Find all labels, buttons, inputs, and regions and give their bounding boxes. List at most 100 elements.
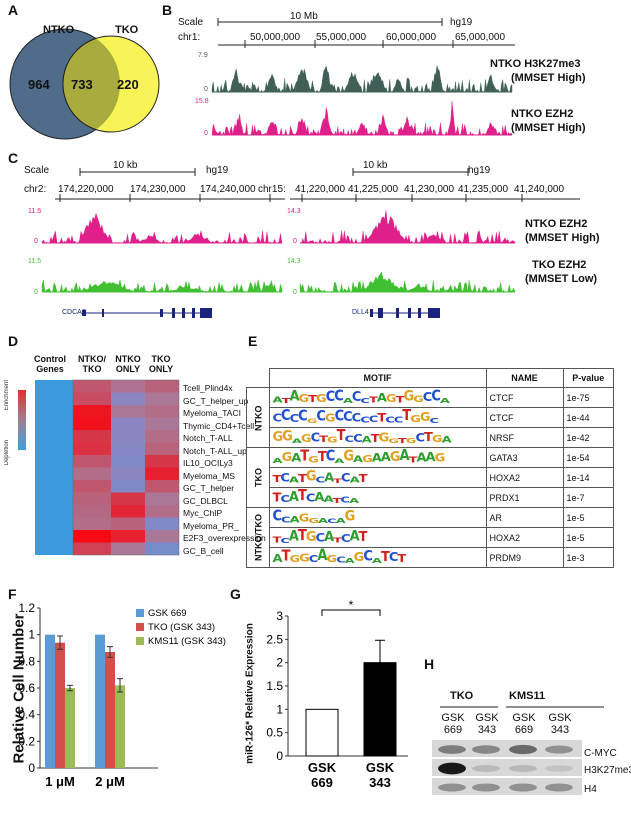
heatmap-cell [145, 467, 179, 480]
chart-g-xtick-label: 669 [311, 775, 333, 790]
heatmap-col-ntko-only: NTKO ONLY [115, 354, 141, 374]
motif-logo: TCATGCATCAT [272, 527, 368, 545]
signal-area [41, 279, 283, 293]
heatmap-cell [111, 530, 145, 543]
chart-g-bar [363, 662, 397, 757]
motif-pvalue: 1e-54 [562, 447, 614, 468]
heatmap-cell [111, 392, 145, 405]
motif-name: CTCF [485, 387, 564, 408]
track-c-right-pos-2: 41,225,000 [348, 184, 399, 195]
motif-pvalue: 1e-14 [562, 467, 614, 488]
heatmap-cell [145, 480, 179, 493]
track-c-left-ezh2-tko [41, 279, 283, 293]
track-c-right-ezh2-tko [299, 271, 516, 293]
track-c-right-chrom: chr15: [258, 184, 286, 195]
chart-g-significance-bracket [321, 609, 381, 616]
heatmap-cell [111, 405, 145, 418]
heatmap-cell [111, 430, 145, 443]
heatmap-cell [35, 417, 73, 430]
heatmap-cell [145, 455, 179, 468]
track-b-scale-bar [217, 18, 515, 48]
motif-pvalue: 1e-42 [562, 427, 614, 448]
motif-pvalue: 1e-5 [562, 507, 614, 528]
motif-group-ntko-tko: NTKO/TKO [246, 507, 269, 568]
panel-label-d: D [8, 333, 19, 349]
chart-g-ytick-label: 3 [276, 609, 283, 623]
track-b-h3k27-sub: (MMSET High) [511, 72, 586, 84]
signal-area [41, 212, 283, 244]
heatmap-cell [35, 492, 73, 505]
motif-pvalue: 1e-7 [562, 487, 614, 508]
track-c-right-top-max: 14.3 [287, 208, 301, 215]
track-c-left-top-zero: 0 [34, 238, 38, 245]
chart-f-ytick-label: 0.2 [18, 734, 35, 748]
blot-band [545, 745, 573, 754]
motif-pvalue: 1e-3 [562, 547, 614, 568]
heatmap-cell [73, 430, 111, 443]
motif-name: HOXA2 [485, 467, 564, 488]
heatmap-row-label: E2F3_overexpression [183, 533, 266, 543]
heatmap-cell [73, 530, 111, 543]
track-c-right-bot-zero: 0 [293, 289, 297, 296]
venn-diagram [9, 28, 160, 140]
chart-f-ylabel: Relative Cell Number [10, 613, 28, 764]
heatmap-cell [111, 417, 145, 430]
heatmap-cell [35, 380, 73, 393]
chart-f-ytick-label: 1 [28, 628, 35, 642]
track-b-pos-1: 50,000,000 [250, 32, 301, 43]
chart-f-legend-label: GSK 669 [148, 608, 187, 619]
gene-model-cdca7 [82, 308, 212, 318]
heatmap-cell [35, 392, 73, 405]
heatmap-cell [111, 542, 145, 555]
blot-lane-3: GSK 669 [512, 712, 536, 736]
blot-band [438, 762, 466, 775]
heatmap-cell [111, 380, 145, 393]
heatmap-col-ntko-tko: NTKO/ TKO [78, 354, 106, 374]
heatmap-cell [145, 442, 179, 455]
track-c-right-bot-max: 14.3 [287, 258, 301, 265]
heatmap-cell [73, 480, 111, 493]
heatmap-cell [111, 467, 145, 480]
heatmap-cell [145, 380, 179, 393]
motif-logo: ATAGTGCCACCTAGTGGCCA [272, 387, 450, 405]
heatmap-col-control: Control Genes [34, 354, 66, 374]
heatmap-cell [111, 517, 145, 530]
venn-right-label: TKO [115, 24, 139, 36]
track-b-h3k27me3-signal [211, 65, 513, 93]
venn-left-label: NTKO [43, 24, 75, 36]
track-b-chrom: chr1: [178, 32, 201, 43]
track-b-h3k27-name: NTKO H3K27me3 [490, 58, 581, 70]
blot-group-kms11: KMS11 [509, 690, 546, 702]
heatmap-cell [35, 480, 73, 493]
blot-label-h4: H4 [584, 784, 597, 795]
heatmap-col-tko-only: TKO ONLY [148, 354, 174, 374]
motif-logo: ATGGCAGCAGCATCT [272, 547, 407, 565]
motif-name: PRDX1 [485, 487, 564, 508]
blot-lane-4: GSK 343 [548, 712, 572, 736]
venn-right-count: 220 [117, 77, 139, 92]
signal-area [299, 271, 516, 293]
motif-logo: CCCCGCGCCCCCTCCTGGC [272, 407, 439, 425]
blot-strip [432, 740, 582, 757]
heatmap-cell [35, 542, 73, 555]
chart-g-ytick-label: 2 [276, 656, 283, 670]
blot-band [545, 765, 573, 772]
heatmap-row-label: Myc_ChIP [183, 508, 223, 518]
track-c-left-ezh2-ntko [41, 212, 283, 244]
panel-label-h: H [424, 656, 435, 672]
chart-f-legend-swatch [136, 623, 144, 631]
chart-g-ytick-label: 1 [276, 702, 283, 716]
track-b-ezh2-signal [211, 101, 513, 136]
motif-group-ntko: NTKO [246, 387, 269, 448]
blot-strip [432, 759, 582, 776]
heatmap-cell [111, 505, 145, 518]
blot-band [509, 765, 537, 772]
track-c-left-bot-max: 11.5 [28, 258, 42, 265]
track-b-ezh2-max: 15.8 [195, 98, 209, 105]
panel-label-b: B [162, 2, 173, 18]
chart-f-bar [105, 652, 115, 768]
blot-strip [432, 778, 582, 795]
panel-label-a: A [8, 2, 19, 18]
heatmap-cell [35, 530, 73, 543]
chart-g-ytick-label: 2.5 [266, 632, 283, 646]
